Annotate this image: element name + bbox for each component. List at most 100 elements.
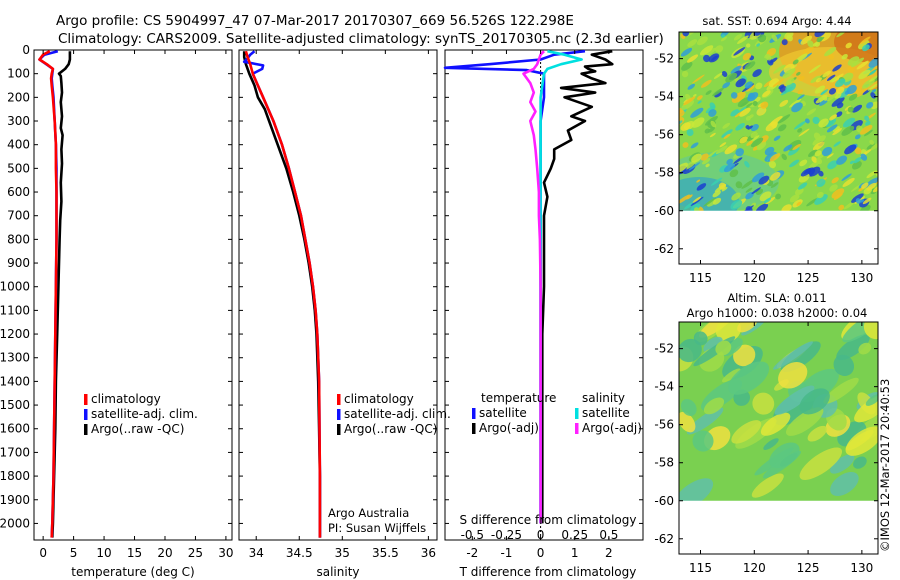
- series-line-argo-raw-qc-: [242, 51, 322, 538]
- sst-field-patch: [858, 40, 870, 50]
- legend-swatch: [84, 424, 88, 435]
- x-tick-label: 34.5: [286, 546, 313, 560]
- sst-field-patch: [779, 99, 789, 107]
- sst-field-patch: [841, 125, 855, 136]
- sst-field-patch: [679, 194, 690, 205]
- sst-field-patch: [730, 92, 738, 99]
- sst-x-tick-label: 125: [797, 271, 820, 285]
- sst-field-patch: [849, 160, 855, 165]
- sst-field-patch: [863, 129, 873, 137]
- sst-field-patch: [707, 126, 715, 133]
- sst-field-patch: [697, 100, 702, 104]
- sst-field-patch: [685, 93, 691, 101]
- sst-field-patch: [858, 69, 871, 80]
- sst-field-patch: [784, 32, 794, 40]
- x2-tick-label: 0.5: [599, 528, 618, 542]
- sst-field-patch: [696, 36, 708, 46]
- sla-field-patch: [858, 342, 872, 355]
- t-difference-label: T difference from climatology: [459, 565, 637, 579]
- series-line-satellite-adj-clim-: [242, 50, 322, 538]
- sst-field-patch: [737, 97, 751, 108]
- sla-field-patch: [763, 438, 779, 450]
- sla-field-patch: [760, 412, 791, 436]
- sst-field-patch: [814, 194, 828, 205]
- sla-field-patch: [698, 322, 736, 338]
- sst-field-patch: [750, 137, 764, 148]
- sst-field-patch: [686, 129, 694, 136]
- sst-field-patch: [748, 114, 754, 119]
- sst-field-patch: [808, 149, 818, 157]
- sst-field-patch: [800, 168, 812, 177]
- sst-field-patch: [816, 178, 826, 188]
- legend-swatch: [84, 394, 88, 405]
- sst-field-patch: [735, 181, 743, 189]
- sst-field-patch: [679, 120, 683, 125]
- sst-field-patch: [791, 102, 803, 113]
- sla-field-patch: [752, 392, 775, 415]
- depth-tick-label: 1000: [0, 280, 30, 294]
- sst-field-patch: [851, 57, 865, 68]
- sst-y-tick-label: -54: [654, 90, 674, 104]
- sst-field-patch: [807, 40, 814, 48]
- sst-field-patch: [683, 160, 697, 170]
- legend-swatch: [337, 394, 341, 405]
- x-tick-label: 25: [188, 546, 203, 560]
- sst-field-patch: [818, 36, 825, 42]
- sst-field-patch: [860, 199, 864, 203]
- sst-field-patch: [751, 172, 765, 183]
- sst-field-patch: [822, 95, 828, 101]
- sst-field-patch: [735, 78, 746, 88]
- depth-tick-label: 1200: [0, 327, 30, 341]
- salinity-x-label: salinity: [316, 565, 359, 579]
- sst-field-patch: [836, 86, 845, 94]
- x-tick-label: 20: [157, 546, 172, 560]
- sst-field-patch: [705, 90, 712, 96]
- sla-field-patch: [845, 429, 874, 451]
- sst-field-patch: [808, 160, 820, 169]
- sla-map-area: [679, 322, 878, 554]
- sla-field-patch: [778, 362, 808, 389]
- legend-swatch: [337, 409, 341, 420]
- depth-tick-label: 1700: [0, 445, 30, 459]
- sst-field-patch: [808, 166, 821, 177]
- sla-field-patch: [833, 354, 855, 377]
- sst-field-patch: [699, 45, 714, 56]
- sst-field-patch: [796, 201, 802, 206]
- sst-field-patch: [854, 147, 862, 155]
- sst-field-patch: [842, 177, 855, 187]
- sst-field-patch: [771, 34, 778, 42]
- sst-field-patch: [866, 143, 875, 150]
- sst-field-patch: [712, 197, 722, 205]
- sst-field-patch: [758, 34, 767, 43]
- sst-field-patch: [755, 82, 763, 90]
- sst-field-patch: [828, 53, 835, 60]
- depth-tick-label: 1600: [0, 422, 30, 436]
- sst-map-frame: [678, 31, 879, 265]
- sst-field-patch: [705, 105, 716, 114]
- sst-field-patch: [730, 199, 743, 210]
- sst-field-patch: [826, 94, 837, 102]
- sst-field-patch: [855, 198, 862, 204]
- sst-y-tick-label: -62: [654, 242, 674, 256]
- sst-field-patch: [696, 179, 701, 183]
- sla-field-patch: [830, 471, 859, 497]
- sst-field-patch: [831, 188, 845, 199]
- depth-tick-label: 1800: [0, 469, 30, 483]
- x-tick-label: 35.5: [372, 546, 399, 560]
- sst-field-patch: [764, 146, 775, 156]
- sst-field-patch: [769, 153, 781, 162]
- sst-field-patch: [686, 54, 699, 63]
- x-tick-label: 0: [39, 546, 47, 560]
- sla-field-patch: [686, 407, 724, 435]
- sst-field-patch: [705, 116, 718, 126]
- legend-swatch: [337, 424, 341, 435]
- sst-field-patch: [713, 72, 723, 79]
- sst-field-patch: [708, 109, 717, 117]
- sst-field-patch: [816, 157, 823, 165]
- sst-field-patch: [864, 115, 870, 122]
- sla-field-patch: [774, 385, 815, 415]
- sst-field-patch: [763, 197, 772, 204]
- sst-field-patch: [806, 198, 818, 207]
- sst-field-patch: [853, 156, 862, 164]
